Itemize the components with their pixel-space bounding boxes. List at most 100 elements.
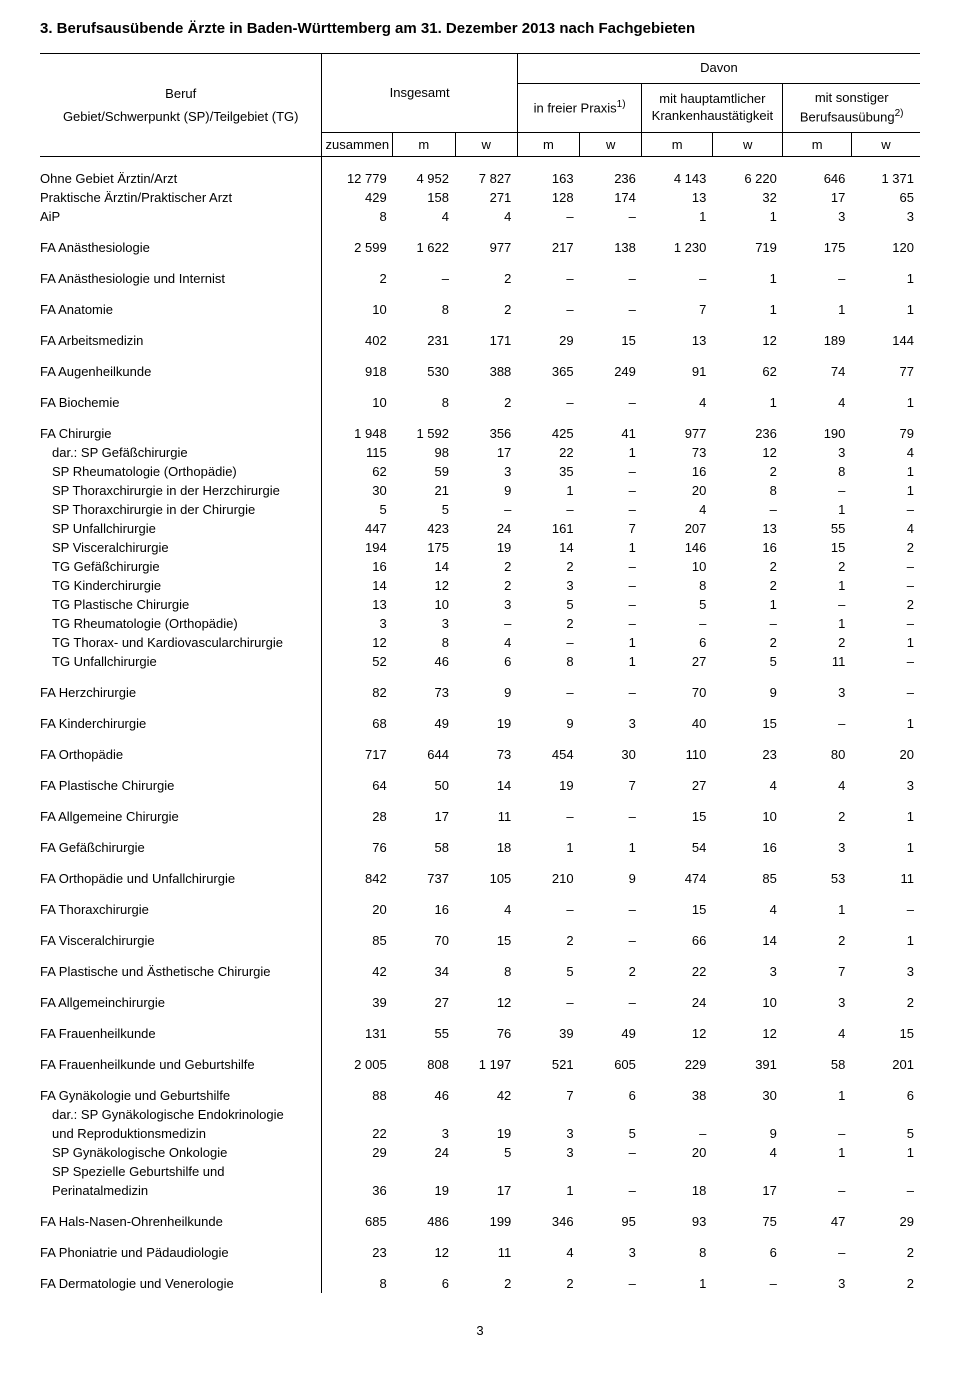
cell: 1 — [580, 443, 642, 462]
cell: – — [851, 1181, 920, 1200]
cell: 9 — [455, 481, 517, 500]
cell: 16 — [393, 900, 455, 919]
cell: 4 143 — [642, 169, 713, 188]
cell: 50 — [393, 776, 455, 795]
cell: 11 — [783, 652, 852, 671]
cell: 12 — [393, 576, 455, 595]
cell: 2 — [783, 931, 852, 950]
cell: 2 — [455, 269, 517, 288]
cell: – — [642, 1124, 713, 1143]
cell: 95 — [580, 1212, 642, 1231]
cell: 12 779 — [322, 169, 393, 188]
row-label: SP Thoraxchirurgie in der Chirurgie — [40, 500, 322, 519]
cell: 2 — [517, 931, 579, 950]
cell: 1 — [783, 1086, 852, 1105]
cell: 6 — [642, 633, 713, 652]
cell: 19 — [455, 714, 517, 733]
cell: 23 — [322, 1243, 393, 1262]
row-label: FA Anatomie — [40, 300, 322, 319]
row-label: FA Gynäkologie und Geburtshilfe — [40, 1086, 322, 1105]
cell: 2 — [455, 1274, 517, 1293]
row-label: TG Thorax- und Kardiovascularchirurgie — [40, 633, 322, 652]
cell: – — [517, 500, 579, 519]
cell: – — [517, 683, 579, 702]
cell: 5 — [851, 1124, 920, 1143]
table-row: FA Anästhesiologie und Internist2–2–––1–… — [40, 269, 920, 288]
cell: 1 — [851, 714, 920, 733]
cell: 4 — [642, 393, 713, 412]
cell: 5 — [455, 1143, 517, 1162]
cell: 644 — [393, 745, 455, 764]
cell: 1 — [580, 652, 642, 671]
header-m: m — [642, 133, 713, 157]
cell: 1 — [783, 300, 852, 319]
cell: 15 — [580, 331, 642, 350]
cell — [517, 1162, 579, 1181]
cell: 1 — [712, 207, 783, 226]
table-row: FA Chirurgie1 9481 592356425419772361907… — [40, 424, 920, 443]
cell: 365 — [517, 362, 579, 381]
cell: 9 — [580, 869, 642, 888]
cell: 75 — [712, 1212, 783, 1231]
row-label: SP Unfallchirurgie — [40, 519, 322, 538]
cell: 3 — [393, 1124, 455, 1143]
cell: 82 — [322, 683, 393, 702]
cell: 85 — [322, 931, 393, 950]
cell: – — [580, 1274, 642, 1293]
cell: 64 — [322, 776, 393, 795]
cell: 105 — [455, 869, 517, 888]
cell: 2 — [455, 393, 517, 412]
cell: 11 — [455, 1243, 517, 1262]
cell: – — [851, 614, 920, 633]
cell: 530 — [393, 362, 455, 381]
cell: – — [517, 993, 579, 1012]
cell: 28 — [322, 807, 393, 826]
row-label: FA Biochemie — [40, 393, 322, 412]
cell: – — [580, 1143, 642, 1162]
cell: – — [517, 269, 579, 288]
cell: 9 — [517, 714, 579, 733]
cell: 2 — [517, 1274, 579, 1293]
cell: – — [642, 614, 713, 633]
cell — [712, 1105, 783, 1124]
table-row: FA Thoraxchirurgie20164––1541– — [40, 900, 920, 919]
cell: 236 — [712, 424, 783, 443]
table-row: SP Thoraxchirurgie in der Chirurgie55–––… — [40, 500, 920, 519]
cell: 1 230 — [642, 238, 713, 257]
cell: 19 — [455, 1124, 517, 1143]
cell: 2 — [851, 993, 920, 1012]
cell: 1 948 — [322, 424, 393, 443]
cell: 1 — [851, 931, 920, 950]
cell: 8 — [393, 393, 455, 412]
cell: 2 005 — [322, 1055, 393, 1074]
cell: 9 — [712, 683, 783, 702]
row-label: FA Dermatologie und Venerologie — [40, 1274, 322, 1293]
row-label: FA Anästhesiologie und Internist — [40, 269, 322, 288]
page-title: 3. Berufsausübende Ärzte in Baden-Württe… — [40, 20, 920, 37]
cell: 40 — [642, 714, 713, 733]
cell: 58 — [783, 1055, 852, 1074]
row-label: FA Phoniatrie und Pädaudiologie — [40, 1243, 322, 1262]
cell: 1 — [580, 838, 642, 857]
cell: 3 — [580, 1243, 642, 1262]
table-row: FA Augenheilkunde91853038836524991627477 — [40, 362, 920, 381]
cell: 29 — [851, 1212, 920, 1231]
cell: 3 — [517, 1143, 579, 1162]
cell: – — [517, 207, 579, 226]
cell: 194 — [322, 538, 393, 557]
cell: 4 — [455, 633, 517, 652]
cell: – — [580, 931, 642, 950]
cell: 199 — [455, 1212, 517, 1231]
cell — [783, 1162, 852, 1181]
cell — [851, 1162, 920, 1181]
table-row: und Reproduktionsmedizin2231935–9–5 — [40, 1124, 920, 1143]
cell: – — [712, 500, 783, 519]
row-label: SP Gynäkologische Onkologie — [40, 1143, 322, 1162]
cell — [580, 1105, 642, 1124]
table-row: Perinatalmedizin3619171–1817–– — [40, 1181, 920, 1200]
row-label: dar.: SP Gefäßchirurgie — [40, 443, 322, 462]
cell: 27 — [642, 776, 713, 795]
cell: 3 — [517, 1124, 579, 1143]
cell: 8 — [393, 300, 455, 319]
table-row: Ohne Gebiet Ärztin/Arzt12 7794 9527 8271… — [40, 169, 920, 188]
